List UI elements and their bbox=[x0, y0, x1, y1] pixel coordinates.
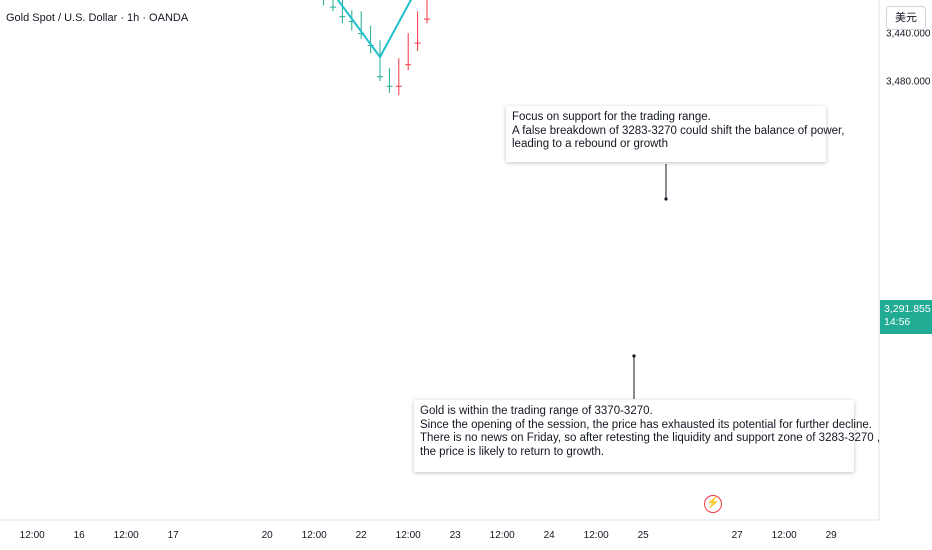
candle-body bbox=[405, 64, 412, 66]
candle-body bbox=[358, 33, 365, 34]
note-top-pointer-dot bbox=[664, 197, 668, 201]
x-tick-label: 17 bbox=[168, 530, 180, 541]
candle-body bbox=[414, 42, 421, 44]
x-tick-label: 20 bbox=[262, 530, 274, 541]
note-support-focus[interactable]: Focus on support for the trading range. … bbox=[506, 106, 845, 162]
currency-button[interactable]: 美元 bbox=[886, 6, 926, 30]
candle-body bbox=[348, 21, 355, 22]
x-tick-label: 27 bbox=[732, 530, 744, 541]
note-bottom-line-1: Gold is within the trading range of 3370… bbox=[420, 405, 653, 417]
x-tick-label: 12:00 bbox=[302, 530, 327, 541]
x-tick-label: 12:00 bbox=[772, 530, 797, 541]
candle-body bbox=[339, 16, 346, 18]
x-tick-label: 12:00 bbox=[490, 530, 515, 541]
note-top-line-2: A false breakdown of 3283-3270 could shi… bbox=[512, 124, 845, 137]
last-price-tag: 3,291.855 14:56 bbox=[880, 300, 932, 334]
x-tick-label: 29 bbox=[826, 530, 838, 541]
y-tick-label: 3,440.000 bbox=[886, 29, 931, 40]
x-tick-label: 16 bbox=[74, 530, 86, 541]
last-price-value: 3,291.855 bbox=[884, 303, 931, 315]
note-top-line-1: Focus on support for the trading range. bbox=[512, 111, 711, 123]
note-bottom-line-2: Since the opening of the session, the pr… bbox=[420, 418, 872, 431]
note-bottom-pointer-dot bbox=[632, 354, 636, 358]
x-tick-label: 24 bbox=[544, 530, 556, 541]
candle-body bbox=[330, 6, 336, 8]
chart-title: Gold Spot / U.S. Dollar · 1h · OANDA bbox=[6, 12, 189, 24]
note-bottom-line-4: the price is likely to return to growth. bbox=[420, 445, 605, 458]
y-tick-label: 3,480.000 bbox=[886, 77, 931, 88]
note-trading-range[interactable]: Gold is within the trading range of 3370… bbox=[414, 400, 881, 472]
candle-body bbox=[377, 76, 383, 78]
candle-body bbox=[386, 85, 393, 87]
x-tick-label: 12:00 bbox=[20, 530, 45, 541]
note-top-line-3: leading to a rebound or growth bbox=[512, 138, 668, 150]
x-tick-label: 23 bbox=[450, 530, 462, 541]
bar-countdown: 14:56 bbox=[884, 316, 911, 328]
x-tick-label: 25 bbox=[638, 530, 650, 541]
zigzag-line bbox=[336, 0, 413, 59]
candle-body bbox=[395, 85, 402, 87]
candle-body bbox=[424, 18, 430, 20]
note-bottom-line-3: There is no news on Friday, so after ret… bbox=[420, 432, 881, 444]
x-tick-label: 12:00 bbox=[584, 530, 609, 541]
x-tick-label: 22 bbox=[356, 530, 368, 541]
x-tick-label: 12:00 bbox=[396, 530, 421, 541]
lightning-icon[interactable]: ⚡ bbox=[704, 495, 722, 513]
x-tick-label: 12:00 bbox=[114, 530, 139, 541]
